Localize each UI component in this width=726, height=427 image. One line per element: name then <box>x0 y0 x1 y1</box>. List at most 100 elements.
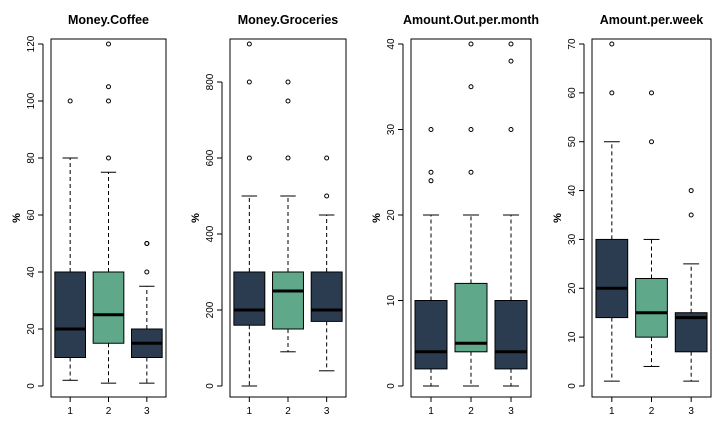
x-tick-label: 2 <box>649 406 655 417</box>
outlier-point <box>610 91 614 95</box>
box-group-3 <box>495 42 527 386</box>
outlier-point <box>247 156 251 160</box>
box-body <box>495 301 527 369</box>
outlier-point <box>107 42 111 46</box>
outlier-point <box>509 42 513 46</box>
y-axis-title: % <box>11 213 23 223</box>
panel-4: Amount.per.week 0 10 20 30 40 50 60 70% 1 2 3 <box>552 13 711 417</box>
outlier-point <box>689 189 693 193</box>
outlier-point <box>325 156 329 160</box>
y-tick-label: 70 <box>567 38 578 50</box>
y-tick-label: 600 <box>205 149 216 166</box>
y-tick-label: 10 <box>386 295 397 307</box>
outlier-point <box>469 128 473 132</box>
box-group-3 <box>132 242 163 384</box>
outlier-point <box>107 85 111 89</box>
outlier-point <box>107 99 111 103</box>
outlier-point <box>145 270 149 274</box>
outlier-point <box>429 170 433 174</box>
x-tick-label: 3 <box>508 406 514 417</box>
outlier-point <box>107 156 111 160</box>
outlier-point <box>650 140 654 144</box>
outlier-point <box>145 242 149 246</box>
box-body <box>93 272 124 343</box>
x-tick-label: 1 <box>428 406 434 417</box>
outlier-point <box>610 42 614 46</box>
y-tick-label: 80 <box>26 152 37 164</box>
panel-title: Money.Coffee <box>68 13 149 27</box>
outlier-point <box>286 99 290 103</box>
box-body <box>311 272 342 321</box>
outlier-point <box>469 170 473 174</box>
x-tick-label: 3 <box>144 406 150 417</box>
box-group-2 <box>273 80 304 352</box>
y-tick-label: 0 <box>386 383 397 389</box>
panel-3: Amount.Out.per.month 0 10 20 30 40% 1 2 3 <box>371 13 539 417</box>
y-tick-label: 0 <box>205 383 216 389</box>
x-tick-label: 3 <box>688 406 694 417</box>
outlier-point <box>68 99 72 103</box>
box-body <box>415 301 447 369</box>
outlier-point <box>247 80 251 84</box>
panel-title: Amount.Out.per.month <box>403 13 539 27</box>
box-group-2 <box>93 42 124 383</box>
box-body <box>273 272 304 329</box>
y-tick-label: 400 <box>205 225 216 242</box>
panel-title: Amount.per.week <box>600 13 704 27</box>
y-tick-label: 800 <box>205 73 216 90</box>
y-tick-label: 30 <box>567 233 578 245</box>
box-group-1 <box>55 99 86 380</box>
y-tick-label: 20 <box>26 323 37 335</box>
box-body <box>455 283 487 351</box>
y-tick-label: 10 <box>567 331 578 343</box>
x-tick-label: 1 <box>247 406 253 417</box>
y-tick-label: 100 <box>26 92 37 109</box>
outlier-point <box>325 194 329 198</box>
box-group-3 <box>311 156 342 371</box>
y-axis-title: % <box>190 213 202 223</box>
x-tick-label: 3 <box>324 406 330 417</box>
y-axis-title: % <box>371 213 383 223</box>
box-body <box>636 279 668 338</box>
box-body <box>234 272 265 325</box>
box-group-2 <box>636 91 668 367</box>
outlier-point <box>509 128 513 132</box>
x-tick-label: 2 <box>468 406 474 417</box>
y-tick-label: 40 <box>26 266 37 278</box>
box-group-3 <box>675 189 707 382</box>
box-group-1 <box>234 42 265 386</box>
outlier-point <box>509 59 513 63</box>
y-tick-label: 20 <box>386 209 397 221</box>
y-tick-label: 40 <box>567 185 578 197</box>
box-body <box>596 239 628 317</box>
y-tick-label: 200 <box>205 301 216 318</box>
y-tick-label: 0 <box>567 383 578 389</box>
outlier-point <box>286 156 290 160</box>
x-tick-label: 2 <box>285 406 291 417</box>
panel-2: Money.Groceries 0 200 400 600 800% 1 2 3 <box>190 13 346 417</box>
outlier-point <box>469 85 473 89</box>
outlier-point <box>429 128 433 132</box>
box-body <box>55 272 86 358</box>
box-group-2 <box>455 42 487 386</box>
outlier-point <box>247 42 251 46</box>
y-axis-title: % <box>552 213 564 223</box>
y-tick-label: 40 <box>386 38 397 50</box>
panel-1: Money.Coffee 0 20 40 60 80 100 120% 1 2 3 <box>11 13 166 417</box>
outlier-point <box>429 179 433 183</box>
y-tick-label: 0 <box>26 383 37 389</box>
x-tick-label: 2 <box>106 406 112 417</box>
y-tick-label: 50 <box>567 136 578 148</box>
y-tick-label: 60 <box>26 209 37 221</box>
x-tick-label: 1 <box>609 406 615 417</box>
box-group-1 <box>596 42 628 381</box>
outlier-point <box>469 42 473 46</box>
outlier-point <box>689 213 693 217</box>
outlier-point <box>286 80 290 84</box>
box-group-1 <box>415 128 447 387</box>
x-tick-label: 1 <box>67 406 73 417</box>
outlier-point <box>650 91 654 95</box>
y-tick-label: 120 <box>26 35 37 52</box>
